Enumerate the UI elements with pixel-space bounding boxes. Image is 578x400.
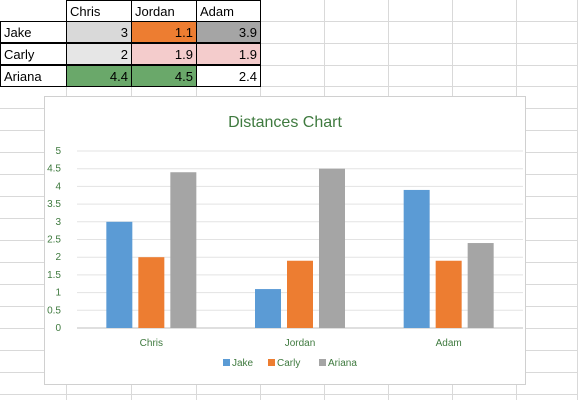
bar-jake-adam bbox=[403, 189, 430, 328]
bar-carly-jordan bbox=[287, 260, 313, 328]
bar-ariana-adam bbox=[467, 243, 494, 328]
row-label-carly[interactable]: Carly bbox=[0, 43, 67, 65]
grid-line bbox=[0, 86, 578, 87]
legend-label: Carly bbox=[277, 358, 300, 369]
cell-jake-jordan[interactable]: 1.1 bbox=[131, 21, 197, 43]
chart-bars bbox=[106, 168, 494, 328]
cell-ariana-adam[interactable]: 2.4 bbox=[196, 65, 261, 87]
bar-carly-chris bbox=[138, 257, 165, 328]
chart-canvas: Distances Chart 0 0.5 1 1.5 2 2.5 3 3.5 4 4.5 5 Chr… bbox=[47, 114, 523, 369]
grid-line bbox=[0, 65, 578, 66]
cell-ariana-chris[interactable]: 4.4 bbox=[66, 65, 132, 87]
y-tick-label: 4.5 bbox=[47, 164, 61, 175]
x-tick-label: Chris bbox=[140, 338, 163, 349]
y-tick-label: 0 bbox=[55, 323, 61, 334]
bar-ariana-chris bbox=[170, 172, 197, 328]
cell-jake-chris[interactable]: 3 bbox=[66, 21, 132, 43]
y-tick-label: 0.5 bbox=[47, 305, 61, 316]
cell-carly-adam[interactable]: 1.9 bbox=[196, 43, 261, 65]
y-tick-label: 3.5 bbox=[47, 199, 61, 210]
row-label-ariana[interactable]: Ariana bbox=[0, 65, 67, 87]
legend-swatch-jake bbox=[223, 359, 230, 366]
bar-ariana-jordan bbox=[319, 168, 345, 328]
grid-line bbox=[0, 394, 578, 395]
chart-title: Distances Chart bbox=[228, 114, 342, 131]
column-header-jordan[interactable]: Jordan bbox=[131, 0, 197, 22]
y-tick-label: 4 bbox=[55, 181, 61, 192]
x-tick-label: Jordan bbox=[285, 338, 316, 349]
distances-chart[interactable]: Distances Chart 0 0.5 1 1.5 2 2.5 3 3.5 4 4.5 5 Chr… bbox=[44, 96, 526, 385]
legend-swatch-carly bbox=[268, 359, 275, 366]
cell-carly-chris[interactable]: 2 bbox=[66, 43, 132, 65]
y-tick-label: 1 bbox=[55, 288, 61, 299]
legend-label: Jake bbox=[232, 358, 254, 369]
column-header-adam[interactable]: Adam bbox=[196, 0, 261, 22]
y-tick-label: 3 bbox=[55, 217, 61, 228]
x-tick-label: Adam bbox=[436, 338, 462, 349]
cell-ariana-jordan[interactable]: 4.5 bbox=[131, 65, 197, 87]
y-tick-label: 5 bbox=[55, 146, 61, 157]
y-tick-label: 2 bbox=[55, 252, 61, 263]
legend-label: Ariana bbox=[328, 358, 357, 369]
bar-carly-adam bbox=[435, 260, 462, 328]
cell-jake-adam[interactable]: 3.9 bbox=[196, 21, 261, 43]
grid-line bbox=[0, 43, 578, 44]
chart-ticks: 0 0.5 1 1.5 2 2.5 3 3.5 4 4.5 5 Chris Jordan Adam bbox=[47, 146, 462, 349]
chart-legend[interactable]: Jake Carly Ariana bbox=[223, 358, 357, 369]
legend-swatch-ariana bbox=[319, 359, 326, 366]
cell-carly-jordan[interactable]: 1.9 bbox=[131, 43, 197, 65]
grid-line bbox=[0, 21, 578, 22]
bar-jake-chris bbox=[106, 221, 133, 328]
bar-jake-jordan bbox=[255, 289, 281, 328]
column-header-chris[interactable]: Chris bbox=[66, 0, 132, 22]
row-label-jake[interactable]: Jake bbox=[0, 21, 67, 43]
y-tick-label: 2.5 bbox=[47, 235, 61, 246]
y-tick-label: 1.5 bbox=[47, 270, 61, 281]
